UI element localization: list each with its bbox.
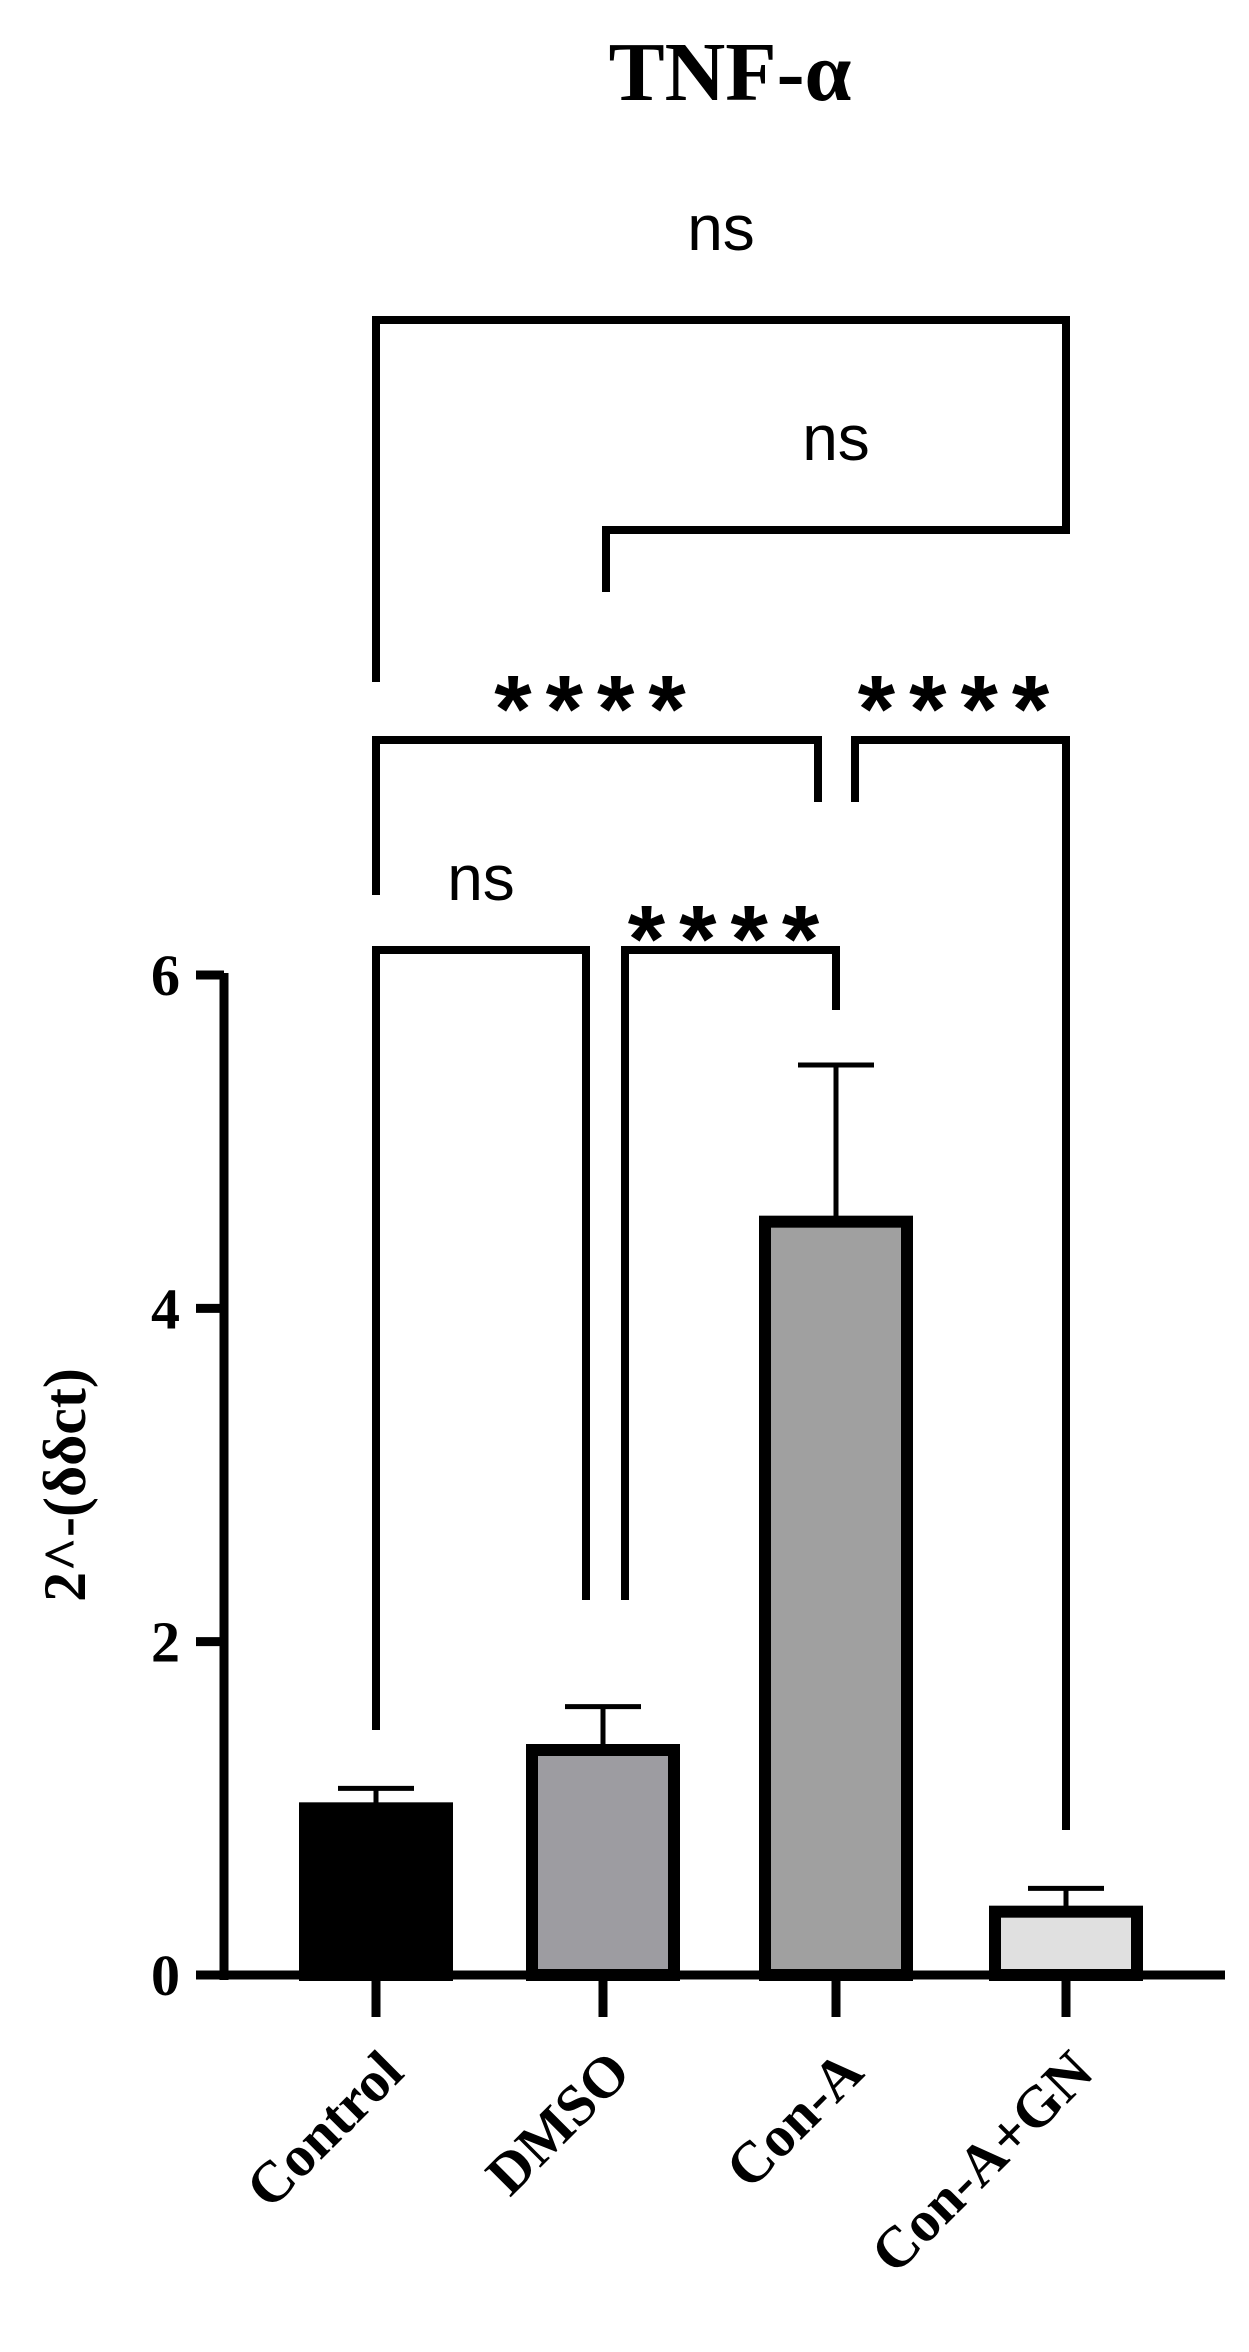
y-axis-label: 2^-(δδct): [32, 1368, 98, 1602]
x-tick-label: Con-A: [713, 2038, 875, 2200]
significance-label: ****: [858, 656, 1063, 763]
x-tick-label: DMSO: [473, 2038, 642, 2207]
x-tick-label: Control: [233, 2038, 415, 2220]
y-tick-label: 2: [151, 1610, 180, 1675]
significance-bracket: [372, 946, 590, 1730]
bars: [299, 1062, 1143, 1982]
y-tick-label: 4: [151, 1276, 180, 1341]
y-tick-label: 0: [151, 1943, 180, 2008]
bar: [299, 1802, 453, 1982]
significance-bracket: [851, 736, 1070, 1830]
significance-label: ns: [687, 192, 755, 264]
significance-bracket: [621, 946, 840, 1600]
significance-label: ns: [802, 402, 870, 474]
significance-bracket: [372, 736, 822, 895]
significance-bracket: [602, 470, 1070, 592]
significance-bracket: [372, 316, 1070, 682]
y-tick-label: 6: [151, 943, 180, 1008]
significance-label: ****: [628, 886, 833, 993]
significance-label: ****: [494, 656, 699, 763]
chart-title: TNF-α: [609, 26, 852, 119]
significance-label: ns: [447, 842, 515, 914]
bar: [759, 1215, 913, 1981]
bar: [989, 1905, 1143, 1981]
bar: [526, 1744, 680, 1981]
significance-brackets: ns **** **** **** ns ns: [372, 192, 1070, 1830]
x-tick-label: Con-A+GN: [858, 2038, 1105, 2285]
